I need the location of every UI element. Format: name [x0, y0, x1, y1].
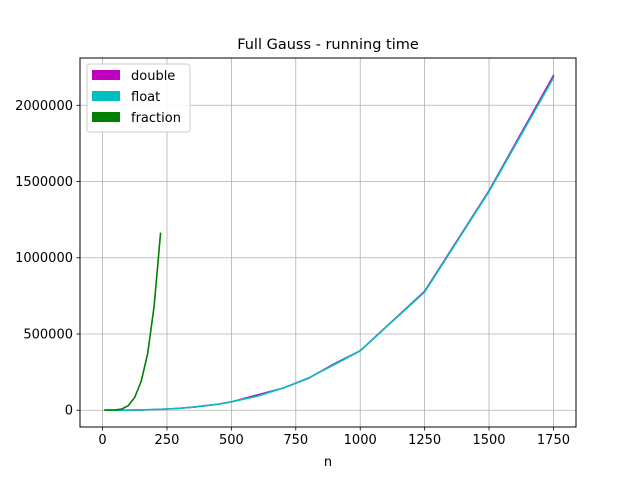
y-tick-label: 1000000: [15, 251, 73, 266]
legend-label-fraction: fraction: [131, 111, 181, 126]
x-tick-label: 1250: [408, 433, 441, 448]
legend-label-double: double: [131, 69, 175, 84]
x-tick-label: 1000: [344, 433, 377, 448]
plot-frame: [79, 57, 577, 428]
x-axis-label: n: [324, 455, 332, 470]
x-tick-label: 750: [283, 433, 308, 448]
y-tick-label: 1500000: [15, 175, 73, 190]
legend-swatch-fraction: [92, 112, 120, 122]
y-tick-label: 2000000: [15, 99, 73, 114]
x-tick-label: 0: [98, 433, 106, 448]
legend: double float fraction: [86, 63, 191, 133]
legend-swatch-double: [92, 70, 120, 80]
y-tick-label: 0: [65, 404, 73, 419]
chart-title: Full Gauss - running time: [237, 37, 419, 53]
grid-lines: [80, 58, 576, 427]
x-tick-label: 1750: [537, 433, 570, 448]
legend-label-float: float: [131, 90, 160, 105]
plot-series: [104, 74, 555, 412]
series-line-float: [104, 76, 555, 412]
x-tick-label: 250: [155, 433, 180, 448]
series-line-fraction: [104, 232, 162, 412]
legend-swatch-float: [92, 91, 120, 101]
x-tick-label: 1500: [472, 433, 505, 448]
y-tick-label: 500000: [23, 327, 73, 342]
axis-ticks: 0 250 500 750 1000 1250 1500 1750 0 500000 1000000…: [15, 99, 570, 448]
x-tick-label: 500: [219, 433, 244, 448]
